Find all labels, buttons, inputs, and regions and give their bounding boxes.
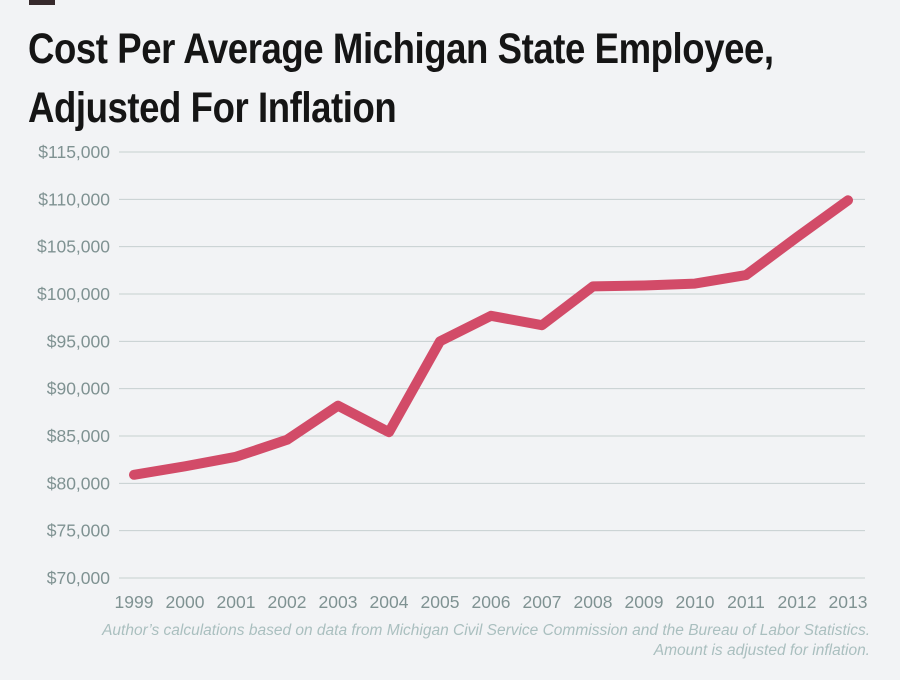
chart-title-line1: Cost Per Average Michigan State Employee…	[28, 25, 774, 73]
y-tick-label: $85,000	[47, 426, 111, 446]
x-tick-label: 2005	[421, 592, 460, 612]
y-tick-label: $115,000	[38, 142, 110, 162]
chart-title: Cost Per Average Michigan State Employee…	[28, 20, 774, 138]
source-note-line1: Author’s calculations based on data from…	[102, 622, 870, 639]
x-tick-label: 2006	[472, 592, 511, 612]
y-tick-label: $105,000	[37, 237, 110, 257]
y-tick-label: $75,000	[47, 521, 111, 541]
chart-title-line2: Adjusted For Inflation	[28, 84, 397, 132]
x-tick-label: 1999	[115, 592, 154, 612]
x-tick-label: 2009	[625, 592, 664, 612]
x-tick-label: 2011	[727, 592, 765, 612]
y-tick-label: $110,000	[38, 189, 110, 209]
y-tick-label: $95,000	[47, 331, 111, 351]
x-tick-label: 2013	[829, 592, 868, 612]
x-tick-label: 2002	[268, 592, 307, 612]
x-tick-label: 2007	[523, 592, 562, 612]
y-tick-label: $100,000	[37, 284, 110, 304]
x-tick-label: 2008	[574, 592, 613, 612]
x-tick-label: 2010	[676, 592, 715, 612]
cost-line	[129, 195, 853, 480]
x-tick-label: 2001	[217, 592, 256, 612]
cropped-edge-artifact	[29, 0, 55, 5]
x-tick-label: 2000	[166, 592, 205, 612]
source-note: Author’s calculations based on data from…	[102, 621, 870, 661]
source-note-line2: Amount is adjusted for inflation.	[653, 642, 870, 659]
y-tick-label: $90,000	[47, 379, 111, 399]
x-tick-label: 2012	[778, 592, 817, 612]
x-tick-label: 2004	[370, 592, 409, 612]
y-tick-label: $80,000	[47, 473, 111, 493]
x-tick-label: 2003	[319, 592, 358, 612]
y-tick-label: $70,000	[47, 568, 111, 588]
